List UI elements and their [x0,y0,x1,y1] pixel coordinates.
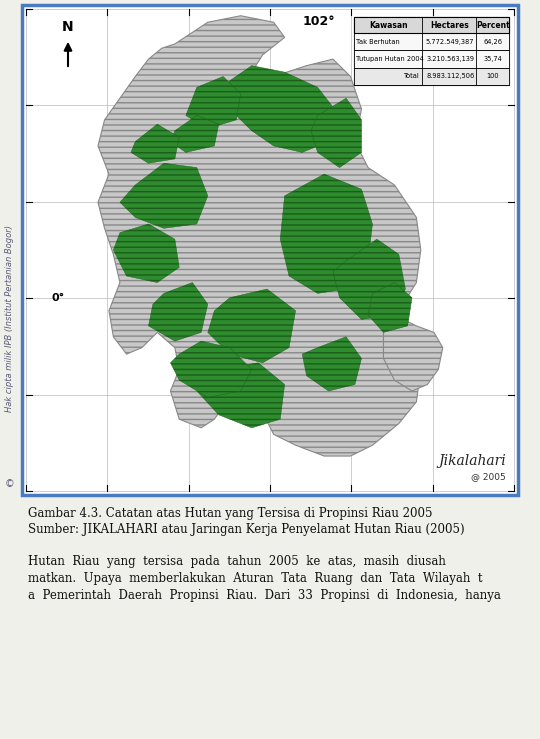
Polygon shape [333,239,406,319]
Text: 102°: 102° [302,15,335,28]
Polygon shape [186,76,241,129]
Polygon shape [302,337,361,391]
Polygon shape [197,363,285,428]
Text: Kawasan: Kawasan [369,21,407,30]
Polygon shape [148,282,208,341]
Text: @ 2005: @ 2005 [471,472,506,482]
Text: 100: 100 [487,73,499,79]
Text: Hectares: Hectares [430,21,469,30]
Text: Tak Berhutan: Tak Berhutan [356,38,400,44]
Polygon shape [131,124,179,163]
Polygon shape [311,98,361,168]
Polygon shape [120,163,208,228]
Text: 3.210.563,139: 3.210.563,139 [427,56,475,62]
Text: matkan.  Upaya  memberlakukan  Aturan  Tata  Ruang  dan  Tata  Wilayah  t: matkan. Upaya memberlakukan Aturan Tata … [28,572,483,585]
Polygon shape [368,282,412,333]
Text: Total: Total [404,73,420,79]
Bar [354,68,509,85]
Polygon shape [208,289,295,363]
Text: 64,26: 64,26 [483,38,502,44]
Text: Percent: Percent [476,21,510,30]
Polygon shape [280,174,373,293]
Text: Jikalahari: Jikalahari [438,454,506,468]
Text: N: N [62,20,74,34]
Text: 35,74: 35,74 [483,56,502,62]
Text: Tutupan Hutan 2004: Tutupan Hutan 2004 [356,56,424,62]
Bar [354,50,509,68]
Text: Sumber: JIKALAHARI atau Jaringan Kerja Penyelamat Hutan Riau (2005): Sumber: JIKALAHARI atau Jaringan Kerja P… [28,523,464,536]
Text: Hak cipta milik IPB (Institut Pertanian Bogor): Hak cipta milik IPB (Institut Pertanian … [5,225,15,412]
Bar [354,17,509,33]
Bar [354,33,509,50]
Bar [354,17,509,85]
Polygon shape [219,66,340,152]
Polygon shape [171,341,252,398]
Text: Gambar 4.3. Catatan atas Hutan yang Tersisa di Propinsi Riau 2005: Gambar 4.3. Catatan atas Hutan yang Ters… [28,507,433,520]
Text: ©: © [5,479,15,489]
Text: 0°: 0° [51,293,65,303]
Bar [26,9,514,491]
Polygon shape [383,315,443,391]
Polygon shape [171,115,219,152]
Polygon shape [113,224,179,282]
Bar [22,5,518,495]
Text: 8.983.112,506: 8.983.112,506 [426,73,475,79]
Text: 5.772.549,387: 5.772.549,387 [426,38,475,44]
Text: a  Pemerintah  Daerah  Propinsi  Riau.  Dari  33  Propinsi  di  Indonesia,  hany: a Pemerintah Daerah Propinsi Riau. Dari … [28,589,501,602]
Polygon shape [98,16,421,456]
Text: Hutan  Riau  yang  tersisa  pada  tahun  2005  ke  atas,  masih  diusah: Hutan Riau yang tersisa pada tahun 2005 … [28,555,446,568]
